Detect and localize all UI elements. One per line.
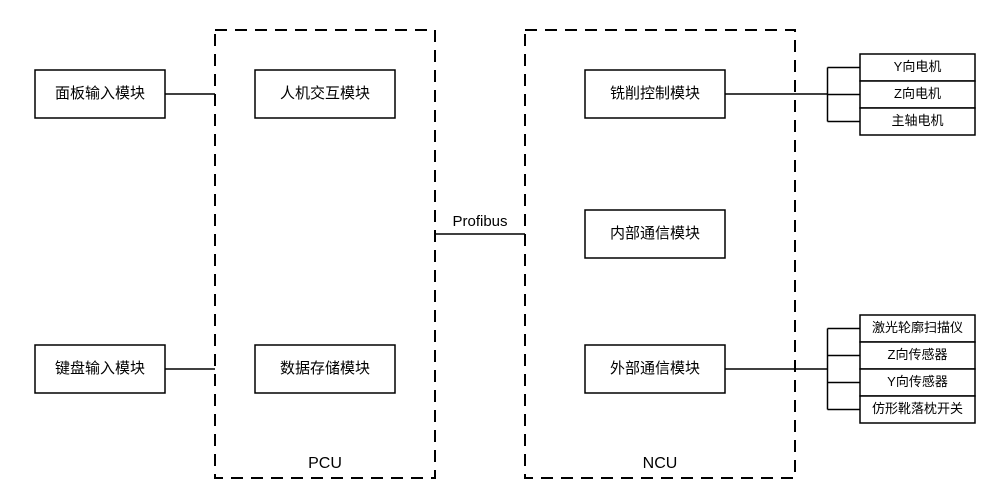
- keyboard-input-label: 键盘输入模块: [55, 359, 145, 377]
- sensor-label-1: Z向传感器: [888, 347, 948, 362]
- data-storage-module-label: 数据存储模块: [280, 360, 370, 377]
- pcu-label: PCU: [308, 455, 342, 472]
- panel-input-label: 面板输入模块: [55, 84, 145, 102]
- milling-control-label: 铣削控制模块: [610, 85, 700, 102]
- profibus-label: Profibus: [452, 213, 507, 230]
- motor-label-0: Y向电机: [894, 59, 942, 74]
- block-diagram: PCU NCU 面板输入模块键盘输入模块 人机交互模块数据存储模块 铣削控制模块内部通信…: [0, 0, 1000, 504]
- sensor-label-0: 激光轮廓扫描仪: [872, 320, 963, 335]
- external-comm-label: 外部通信模块: [610, 360, 700, 377]
- sensor-label-3: 仿形靴落枕开关: [872, 401, 963, 416]
- motor-label-2: 主轴电机: [891, 113, 943, 128]
- internal-comm-label: 内部通信模块: [610, 225, 700, 242]
- sensor-label-2: Y向传感器: [887, 374, 948, 389]
- hmi-module-label: 人机交互模块: [280, 84, 370, 102]
- ncu-label: NCU: [643, 455, 678, 472]
- motor-label-1: Z向电机: [894, 86, 941, 101]
